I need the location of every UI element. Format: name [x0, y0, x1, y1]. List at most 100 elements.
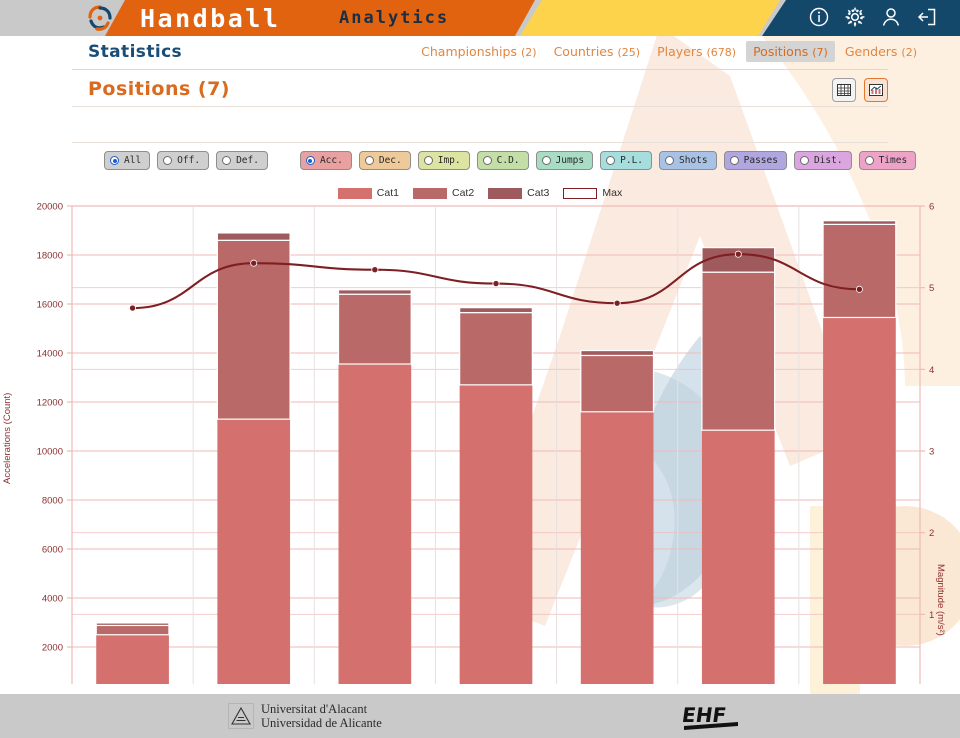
- bar-segment-cat1: [580, 411, 654, 694]
- tab-countries[interactable]: Countries (25): [547, 41, 648, 62]
- tab-label: Genders: [844, 44, 898, 59]
- filter-chip-pl[interactable]: P.L.: [600, 151, 653, 170]
- y-tick-label: 4000: [42, 594, 63, 605]
- y-tick-label: 18000: [37, 251, 63, 262]
- ehf-logo-icon: EHF: [680, 703, 738, 730]
- bar-group: [822, 220, 897, 694]
- filter-chip-dist[interactable]: Dist.: [793, 151, 852, 170]
- filter-chip-all[interactable]: All: [104, 151, 151, 170]
- filter-chip-cd[interactable]: C.D.: [476, 151, 529, 170]
- filter-chip-times[interactable]: Times: [858, 151, 917, 170]
- chip-label: Jumps: [555, 155, 585, 166]
- legend-label: Cat1: [376, 187, 399, 199]
- bar-segment-cat1: [96, 634, 169, 694]
- divider-bottom: [72, 142, 888, 143]
- y2-axis-label: Magnitude (m/s²): [935, 564, 946, 636]
- chart-view-button[interactable]: [864, 78, 888, 102]
- radio-icon: [606, 156, 616, 165]
- y-tick-label: 8000: [42, 496, 63, 507]
- y-tick-label: 20000: [37, 202, 63, 213]
- tab-count: (2): [901, 46, 917, 59]
- y-tick-label: 2000: [42, 643, 63, 654]
- chip-label: Dec.: [378, 155, 402, 166]
- radio-icon: [799, 156, 809, 165]
- filter-chip-passes[interactable]: Passes: [723, 151, 787, 170]
- university-alicante-logo-icon: [228, 703, 254, 729]
- radio-icon: [163, 156, 173, 165]
- bar-segment-cat3: [216, 232, 291, 241]
- radio-icon: [864, 156, 874, 165]
- tab-players[interactable]: Players (678): [650, 41, 743, 62]
- legend-item-cat2[interactable]: Cat2: [412, 187, 475, 199]
- legend-item-cat1[interactable]: Cat1: [337, 187, 399, 199]
- gear-icon[interactable]: [844, 6, 866, 28]
- chip-label: Imp.: [437, 155, 461, 166]
- y2-tick-label: 6: [929, 202, 934, 213]
- bar-group: [459, 307, 533, 694]
- chip-label: Times: [878, 155, 908, 166]
- chip-label: Shots: [679, 155, 708, 166]
- divider-top: [72, 69, 888, 70]
- legend-swatch: [563, 187, 598, 199]
- chip-label: C.D.: [496, 155, 520, 166]
- bar-segment-cat1: [459, 384, 533, 694]
- filter-chip-acc[interactable]: Acc.: [299, 151, 352, 170]
- university-name: Universitat d'Alacant Universidad de Ali…: [261, 702, 382, 730]
- filter-chip-imp[interactable]: Imp.: [417, 151, 470, 170]
- bar-group: [337, 289, 412, 694]
- info-icon[interactable]: [808, 6, 830, 28]
- radio-icon: [729, 156, 739, 165]
- legend-item-max[interactable]: Max: [563, 187, 622, 199]
- chip-label: Off.: [177, 155, 201, 166]
- bar-segment-cat2: [459, 311, 533, 386]
- y2-tick-label: 1: [929, 610, 934, 621]
- filter-chip-def[interactable]: Def.: [216, 151, 268, 170]
- bar-segment-cat2: [337, 293, 412, 365]
- divider-mid: [72, 106, 888, 107]
- bar-segment-cat2: [822, 223, 897, 319]
- chip-label: P.L.: [620, 155, 644, 166]
- ehf-logo: EHF: [680, 702, 746, 737]
- bar-segment-cat3: [459, 307, 533, 314]
- chip-label: All: [124, 155, 142, 166]
- radio-icon: [364, 156, 374, 165]
- legend-swatch: [488, 187, 523, 199]
- y2-tick-label: 3: [929, 447, 934, 458]
- filter-chip-jumps[interactable]: Jumps: [535, 151, 594, 170]
- max-line-point: [613, 299, 621, 307]
- tab-label: Positions: [753, 44, 809, 59]
- y-tick-label: 10000: [37, 447, 63, 458]
- tab-championships[interactable]: Championships (2): [414, 41, 543, 62]
- table-icon: [837, 84, 851, 96]
- legend-label: Cat2: [451, 187, 475, 199]
- filter-chip-shots[interactable]: Shots: [659, 151, 717, 170]
- filter-chip-off[interactable]: Off.: [157, 151, 210, 170]
- logout-icon[interactable]: [916, 6, 938, 28]
- bar-segment-cat3: [95, 622, 170, 627]
- legend-item-cat3[interactable]: Cat3: [488, 187, 549, 199]
- university-logo: Universitat d'Alacant Universidad de Ali…: [228, 702, 382, 730]
- filter-chip-dec[interactable]: Dec.: [358, 151, 411, 170]
- view-toggle-group: [832, 78, 888, 102]
- tab-positions[interactable]: Positions (7): [746, 41, 835, 62]
- table-view-button[interactable]: [832, 78, 856, 102]
- brand-title-handball: Handball: [140, 4, 281, 33]
- ehf-text: EHF: [682, 703, 728, 727]
- chart-icon: [869, 84, 883, 96]
- top-bar-icon-group: [808, 6, 938, 28]
- radio-icon: [423, 156, 433, 165]
- legend-label: Cat3: [527, 187, 550, 199]
- bar-segment-cat1: [217, 419, 291, 694]
- max-line-point: [250, 259, 258, 267]
- bar-segment-cat3: [337, 289, 412, 295]
- tab-label: Countries: [553, 44, 614, 59]
- max-line-point: [129, 304, 137, 312]
- bar-segment-cat1: [823, 317, 896, 694]
- radio-icon: [222, 156, 232, 165]
- user-icon[interactable]: [880, 6, 902, 28]
- tab-genders[interactable]: Genders (2): [838, 41, 924, 62]
- chart-plot: 0200040006000800010000120001400016000180…: [37, 202, 934, 694]
- max-line-point: [371, 266, 379, 274]
- radio-icon: [541, 156, 551, 165]
